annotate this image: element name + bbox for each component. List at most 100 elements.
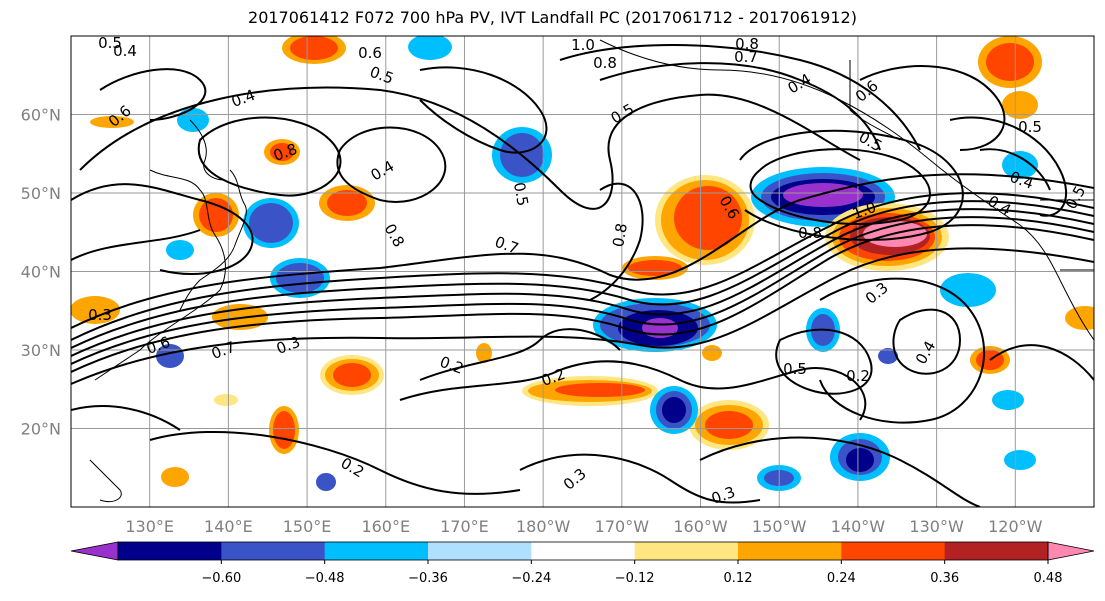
colorbar-segment	[944, 542, 1049, 560]
longitude-label: 140°E	[204, 517, 253, 536]
contour-line	[71, 173, 1094, 329]
colorbar-segment	[221, 542, 326, 560]
positive-anomaly-region	[476, 343, 492, 363]
negative-anomaly-region	[846, 448, 874, 472]
contour-line	[79, 86, 861, 210]
colorbar-segment	[428, 542, 532, 560]
contour-label: 0.2	[846, 367, 870, 385]
contour-label: 0.7	[734, 48, 758, 66]
longitude-label: 130°W	[909, 517, 964, 536]
coastlines	[89, 39, 1094, 503]
positive-anomaly-region	[327, 190, 367, 216]
positive-anomaly-region	[71, 296, 120, 324]
contour-line	[71, 247, 1094, 385]
negative-anomaly-region	[992, 390, 1024, 410]
contour-label: 0.5	[98, 34, 122, 52]
contour-label: 0.3	[88, 306, 112, 324]
colorbar-ticks: −0.60 −0.48 −0.36 −0.24 −0.12 0.12 0.24 0.36 0.4…	[201, 560, 1063, 586]
contour-line	[71, 216, 1094, 365]
latitude-label: 60°N	[21, 106, 61, 125]
latitude-label: 30°N	[21, 341, 61, 360]
positive-anomaly-region	[1002, 91, 1038, 119]
figure-title: 2017061412 F072 700 hPa PV, IVT Landfall…	[248, 8, 857, 27]
colorbar-segment	[324, 542, 429, 560]
longitude-label: 130°E	[125, 517, 174, 536]
contour-line	[589, 182, 644, 301]
contour-line	[149, 431, 521, 495]
contour-line	[559, 44, 921, 151]
longitude-label: 120°W	[988, 517, 1043, 536]
negative-anomaly-region	[316, 473, 336, 491]
positive-anomaly-region	[986, 43, 1034, 81]
contour-line	[419, 66, 548, 154]
longitude-label: 160°W	[673, 517, 728, 536]
negative-anomaly-region	[878, 348, 898, 364]
negative-anomaly-region	[1004, 450, 1036, 470]
contour-line	[739, 129, 964, 241]
positive-anomaly-region	[290, 36, 338, 60]
longitude-label: 180°W	[516, 517, 571, 536]
longitude-label: 150°W	[752, 517, 807, 536]
contour-label: 0.6	[358, 44, 382, 62]
contour-label: 0.5	[510, 181, 532, 208]
colorbar-tick-label: 0.48	[1034, 571, 1063, 586]
latitude-label: 40°N	[21, 263, 61, 282]
contour-line	[71, 405, 181, 431]
contour-label: 0.8	[798, 224, 822, 242]
contour-line	[71, 208, 1094, 357]
colorbar-extend-high	[1047, 541, 1095, 561]
contour-label: 1.0	[571, 36, 595, 54]
contour-line	[71, 229, 201, 261]
contour-line	[775, 328, 873, 395]
pv-anomaly-fill	[71, 36, 1094, 491]
longitude-label: 140°W	[831, 517, 886, 536]
coastline-alaska	[849, 60, 901, 141]
colorbar-frame	[117, 541, 1049, 561]
colorbar-tick-label: −0.24	[511, 571, 551, 586]
contour-line	[979, 148, 1051, 191]
contour-line	[819, 277, 986, 424]
positive-anomaly-region	[333, 363, 371, 387]
positive-anomaly-region	[270, 143, 294, 161]
contour-line	[949, 116, 1067, 217]
positive-anomaly-region	[90, 116, 134, 128]
coastline-asia	[94, 169, 226, 381]
negative-anomaly-region	[408, 36, 452, 60]
longitude-label: 170°E	[440, 517, 489, 536]
coastline-north-america	[599, 39, 1094, 341]
contour-line	[71, 183, 254, 275]
positive-anomaly-region	[705, 411, 753, 439]
contour-line	[399, 360, 867, 421]
contour-label: 0.8	[735, 35, 759, 53]
coastline-japan-south	[179, 244, 236, 311]
colorbar-segment	[634, 542, 739, 560]
contour-label: 0.8	[593, 54, 617, 72]
contour-label: 0.5	[783, 360, 807, 378]
negative-anomaly-region	[166, 240, 194, 260]
coastline-philippines	[89, 459, 122, 503]
longitude-label: 150°E	[283, 517, 332, 536]
contour-line	[419, 328, 621, 381]
colorbar-tick-label: −0.48	[305, 571, 345, 586]
map-frame	[70, 35, 1095, 508]
ivt-contours	[71, 44, 1094, 507]
colorbar-tick-label: 0.36	[930, 571, 959, 586]
colorbar-tick-label: 0.24	[827, 571, 856, 586]
coastline-japan-north	[229, 169, 247, 246]
colorbar-segment	[118, 542, 222, 560]
coastline-kamchatka	[189, 119, 226, 181]
colorbar-extend-low	[70, 541, 119, 561]
longitude-labels: 130°E 140°E 150°E 160°E 170°E 180°W 170°W 160°W…	[125, 517, 1042, 536]
longitude-label: 170°W	[595, 517, 650, 536]
negative-anomaly-region	[249, 203, 293, 243]
latitude-labels: 20°N 30°N 40°N 50°N 60°N	[21, 106, 61, 439]
latitude-label: 20°N	[21, 420, 61, 439]
positive-anomaly-region	[161, 467, 189, 487]
positive-anomaly-region	[702, 345, 722, 361]
contour-line	[749, 148, 931, 225]
positive-anomaly-region	[1065, 306, 1094, 330]
latitude-label: 50°N	[21, 184, 61, 203]
contour-line	[197, 116, 342, 197]
gridlines	[71, 36, 1094, 507]
negative-anomaly-region	[662, 397, 686, 423]
